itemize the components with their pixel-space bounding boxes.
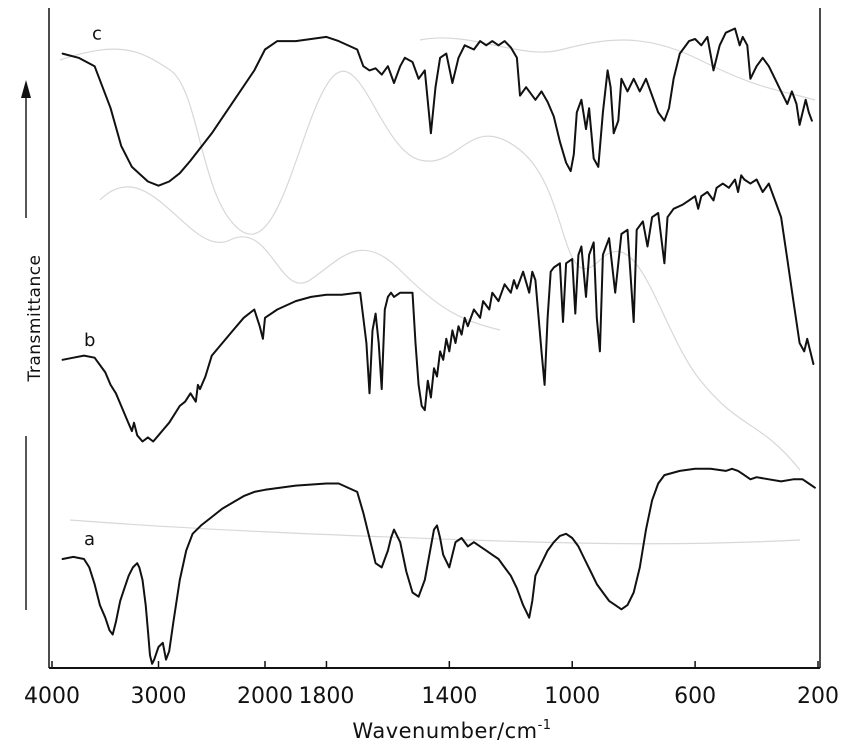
spectrum-trace-c bbox=[61, 27, 813, 187]
trace-label-a: a bbox=[84, 529, 95, 550]
x-tick-label: 3000 bbox=[131, 684, 187, 709]
spectrum-traces bbox=[61, 27, 816, 665]
x-tick-label: 1000 bbox=[544, 684, 600, 709]
spectrum-trace-b bbox=[61, 174, 815, 443]
x-tick-label: 1800 bbox=[298, 684, 354, 709]
bleed-through-stroke bbox=[419, 37, 816, 101]
x-tick-label: 2000 bbox=[237, 684, 293, 709]
bleed-through-stroke bbox=[59, 48, 801, 471]
chart-axes bbox=[48, 8, 821, 669]
trace-labels: c b a bbox=[84, 24, 102, 550]
x-tick-label: 4000 bbox=[24, 684, 80, 709]
x-axis-title: Wavenumber/cm-1 bbox=[352, 718, 551, 743]
x-tick-label: 1400 bbox=[421, 684, 477, 709]
spectrum-trace-a bbox=[61, 467, 816, 665]
bleed-through-background bbox=[59, 37, 816, 545]
trace-label-b: b bbox=[84, 330, 95, 351]
x-tick-label: 200 bbox=[797, 684, 839, 709]
x-axis-title-main: Wavenumber/cm bbox=[352, 719, 537, 743]
bleed-through-stroke bbox=[69, 519, 801, 545]
trace-label-c: c bbox=[92, 24, 102, 45]
y-axis-title: Transmittance bbox=[25, 254, 45, 382]
x-tick-label: 600 bbox=[674, 684, 716, 709]
x-axis-title-exponent: -1 bbox=[538, 718, 552, 733]
y-arrow-head bbox=[21, 80, 31, 98]
y-axis-arrow bbox=[21, 80, 31, 610]
bleed-through-stroke bbox=[99, 186, 501, 331]
x-tick-labels: 4000 3000 2000 1800 1400 1000 600 200 bbox=[24, 661, 839, 709]
